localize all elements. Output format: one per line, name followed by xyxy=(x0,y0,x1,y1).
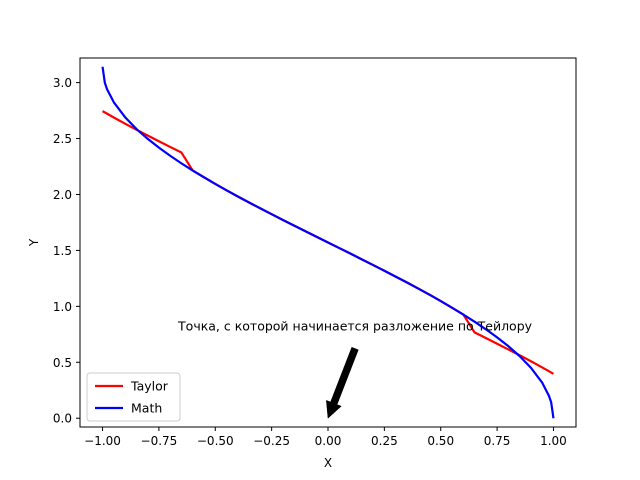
y-tick-label: 0.5 xyxy=(53,356,72,370)
legend-label-math: Math xyxy=(131,401,162,416)
legend-label-taylor: Taylor xyxy=(130,379,169,394)
y-tick-label: 2.0 xyxy=(53,188,72,202)
x-tick-label: −0.25 xyxy=(253,434,290,448)
legend: Taylor Math xyxy=(86,372,181,422)
x-axis-label: X xyxy=(324,456,332,470)
x-tick-label: −0.75 xyxy=(141,434,178,448)
annotation: Точка, с которой начинается разложение п… xyxy=(177,319,533,419)
annotation-arrow xyxy=(326,346,359,419)
y-tick-label: 0.0 xyxy=(53,412,72,426)
series-line-math xyxy=(101,66,555,419)
y-tick-label: 3.0 xyxy=(53,76,72,90)
x-tick-label: −0.50 xyxy=(197,434,234,448)
y-tick-label: 1.0 xyxy=(53,300,72,314)
x-tick-label: 0.75 xyxy=(484,434,511,448)
x-tick-label: 1.00 xyxy=(540,434,567,448)
annotation-text: Точка, с которой начинается разложение п… xyxy=(177,319,533,334)
axes-layer: −1.00 −0.75 −0.50 −0.25 0.00 0.25 0.50 0.75 1.00… xyxy=(53,57,577,448)
y-tick-label: 2.5 xyxy=(53,132,72,146)
x-tick-label: 0.50 xyxy=(427,434,454,448)
series-layer xyxy=(101,66,555,419)
x-tick-label: 0.00 xyxy=(315,434,342,448)
x-tick-label: 0.25 xyxy=(371,434,398,448)
y-axis-label: Y xyxy=(27,238,41,247)
y-tick-label: 1.5 xyxy=(53,244,72,258)
x-tick-label: −1.00 xyxy=(84,434,121,448)
